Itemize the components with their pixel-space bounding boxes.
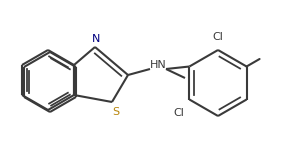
Text: Cl: Cl: [174, 107, 185, 118]
Text: Cl: Cl: [212, 32, 223, 42]
Text: HN: HN: [150, 60, 166, 70]
Text: N: N: [92, 34, 100, 44]
Text: S: S: [112, 107, 119, 117]
